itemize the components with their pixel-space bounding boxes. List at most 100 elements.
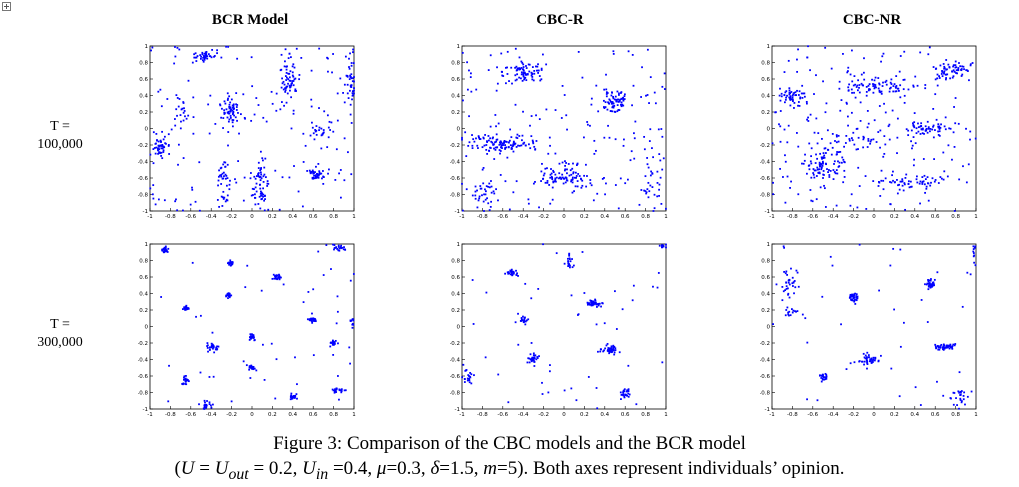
data-point <box>828 169 830 171</box>
data-point <box>612 97 615 100</box>
data-point <box>790 267 792 270</box>
data-point <box>779 125 782 128</box>
data-point <box>326 146 329 149</box>
data-point <box>195 60 198 62</box>
data-point <box>317 173 320 176</box>
data-point <box>972 255 975 258</box>
data-point <box>551 177 554 179</box>
data-point <box>925 185 928 188</box>
data-point <box>831 264 834 267</box>
data-point <box>524 282 527 285</box>
data-point <box>551 178 554 181</box>
data-point <box>885 79 888 82</box>
data-point <box>341 246 344 249</box>
data-point <box>521 134 524 137</box>
data-point <box>259 179 262 182</box>
data-point <box>590 184 593 187</box>
expand-icon[interactable] <box>2 2 11 11</box>
data-point <box>348 67 351 70</box>
data-point <box>831 133 834 135</box>
data-point <box>822 170 825 172</box>
data-point <box>468 381 471 384</box>
data-point <box>248 368 251 371</box>
data-point <box>930 181 932 184</box>
data-point <box>531 139 534 142</box>
data-point <box>892 170 894 173</box>
data-point <box>159 144 162 147</box>
x-tick-label: -0.2 <box>848 412 859 418</box>
data-point <box>335 387 338 390</box>
data-point <box>179 114 182 117</box>
data-point <box>645 94 647 97</box>
data-point <box>771 142 774 145</box>
data-point <box>330 121 333 124</box>
data-point <box>309 319 311 322</box>
data-point <box>657 128 660 131</box>
data-point <box>203 406 206 409</box>
data-point <box>492 144 495 146</box>
data-point <box>812 173 815 176</box>
data-point <box>541 393 544 395</box>
data-point <box>853 91 855 94</box>
data-point <box>883 102 885 105</box>
data-point <box>614 95 617 98</box>
data-point <box>937 182 940 184</box>
data-point <box>260 191 263 194</box>
data-point <box>514 321 517 324</box>
data-point <box>183 378 186 381</box>
data-point <box>223 109 226 112</box>
data-point <box>199 54 202 57</box>
data-point <box>791 96 794 99</box>
x-tick-label: 0.8 <box>951 412 960 418</box>
y-tick-label: 0.2 <box>139 110 148 116</box>
data-point <box>920 122 923 125</box>
data-point <box>519 320 522 322</box>
data-point <box>251 187 254 190</box>
data-point <box>577 313 580 316</box>
data-point <box>257 172 260 174</box>
data-point <box>353 87 355 89</box>
data-point <box>220 175 223 178</box>
data-point <box>163 250 166 253</box>
data-point <box>921 132 924 135</box>
data-point <box>787 292 790 295</box>
data-point <box>351 77 354 80</box>
data-point <box>262 159 264 162</box>
data-point <box>930 278 932 280</box>
data-point <box>806 118 808 121</box>
y-tick-label: 0.6 <box>451 275 460 281</box>
data-point <box>842 52 844 55</box>
data-point <box>942 151 945 154</box>
data-point <box>884 143 887 146</box>
data-point <box>797 104 799 107</box>
data-point <box>471 144 474 147</box>
data-point <box>830 153 833 156</box>
data-point <box>538 75 541 77</box>
data-point <box>910 129 913 132</box>
data-point <box>569 169 572 172</box>
data-point <box>874 357 877 360</box>
data-point <box>290 84 293 87</box>
data-point <box>804 317 807 320</box>
data-point <box>160 147 163 150</box>
data-point <box>833 163 835 165</box>
data-point <box>489 147 492 149</box>
data-point <box>945 346 947 349</box>
data-point <box>534 180 536 183</box>
data-point <box>878 82 881 85</box>
data-point <box>538 206 540 209</box>
data-point <box>602 99 605 102</box>
data-point <box>902 79 905 81</box>
x-tick-label: 0.2 <box>268 214 277 220</box>
y-tick-label: 0.8 <box>139 61 148 67</box>
data-point <box>217 184 219 187</box>
data-point <box>318 129 320 132</box>
data-point <box>870 138 873 141</box>
data-point <box>792 93 795 96</box>
data-point <box>946 73 949 76</box>
data-point <box>553 180 556 183</box>
data-point <box>495 188 497 191</box>
data-point <box>851 299 854 302</box>
data-point <box>307 291 310 293</box>
data-point <box>317 250 320 253</box>
